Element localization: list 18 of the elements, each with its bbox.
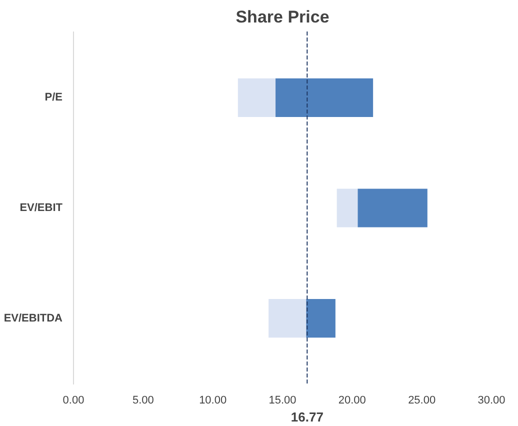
x-tick-label: 20.00	[338, 394, 366, 406]
x-tick-label: 25.00	[408, 394, 436, 406]
bar	[306, 299, 336, 338]
y-tick-label: EV/EBITDA	[4, 312, 63, 324]
bar	[276, 78, 374, 117]
x-tick-label: 15.00	[268, 394, 296, 406]
x-tick-label: 5.00	[132, 394, 154, 406]
bar	[268, 299, 306, 338]
bar	[336, 188, 358, 228]
x-tick-label: 10.00	[199, 394, 227, 406]
bar	[238, 78, 276, 117]
bar	[358, 188, 428, 228]
y-tick-label: EV/EBIT	[20, 202, 63, 214]
x-tick-label: 30.00	[478, 394, 506, 406]
ref-line-label: 16.77	[290, 410, 324, 424]
y-tick-label: P/E	[44, 92, 63, 104]
chart-title: Share Price	[236, 8, 330, 26]
x-tick-label: 0.00	[62, 394, 84, 406]
